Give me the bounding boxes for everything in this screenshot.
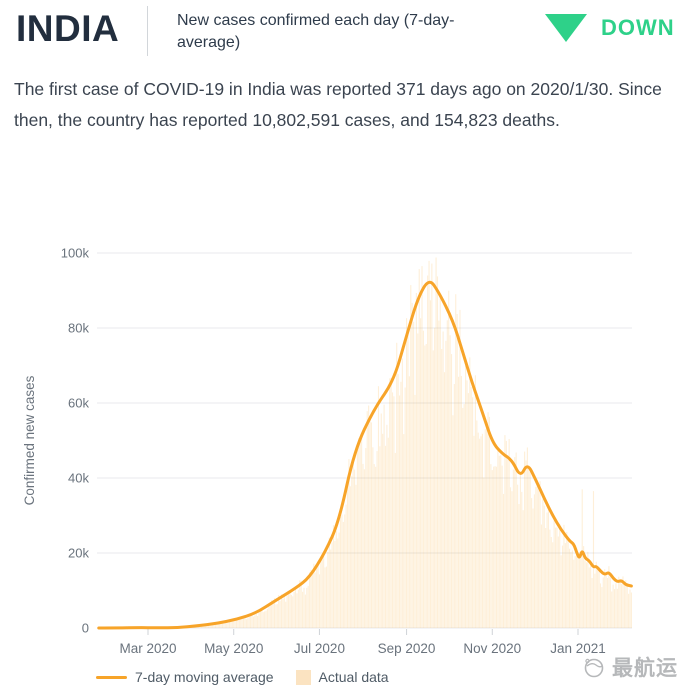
svg-text:Nov 2020: Nov 2020 [463, 641, 521, 656]
legend-item-average: 7-day moving average [96, 669, 274, 685]
watermark-text: 最航运 [612, 657, 678, 680]
svg-text:Jul 2020: Jul 2020 [294, 641, 345, 656]
chart-subtitle: New cases confirmed each day (7-day-aver… [177, 12, 455, 51]
svg-text:May 2020: May 2020 [204, 641, 263, 656]
chart-legend: 7-day moving average Actual data [96, 669, 389, 685]
svg-text:Confirmed new cases: Confirmed new cases [22, 375, 37, 505]
trend-indicator: DOWN [545, 14, 675, 42]
svg-text:100k: 100k [61, 246, 90, 261]
svg-text:60k: 60k [68, 396, 89, 411]
svg-text:20k: 20k [68, 546, 89, 561]
country-title: INDIA [16, 8, 120, 49]
summary-text: The first case of COVID-19 in India was … [14, 79, 662, 130]
watermark-logo-icon [584, 658, 604, 678]
bar-swatch-icon [295, 669, 311, 685]
watermark: 最航运 [582, 652, 678, 682]
trend-label: DOWN [601, 15, 675, 40]
header-divider [147, 6, 148, 56]
line-swatch-icon [96, 675, 127, 679]
triangle-down-icon [545, 14, 587, 42]
svg-text:Jan 2021: Jan 2021 [550, 641, 606, 656]
svg-text:Sep 2020: Sep 2020 [378, 641, 436, 656]
svg-text:0: 0 [82, 621, 89, 636]
legend-label: Actual data [318, 669, 389, 685]
legend-item-actual: Actual data [295, 669, 389, 685]
svg-text:Mar 2020: Mar 2020 [119, 641, 176, 656]
svg-text:80k: 80k [68, 321, 89, 336]
legend-label: 7-day moving average [135, 669, 274, 685]
svg-text:40k: 40k [68, 471, 89, 486]
